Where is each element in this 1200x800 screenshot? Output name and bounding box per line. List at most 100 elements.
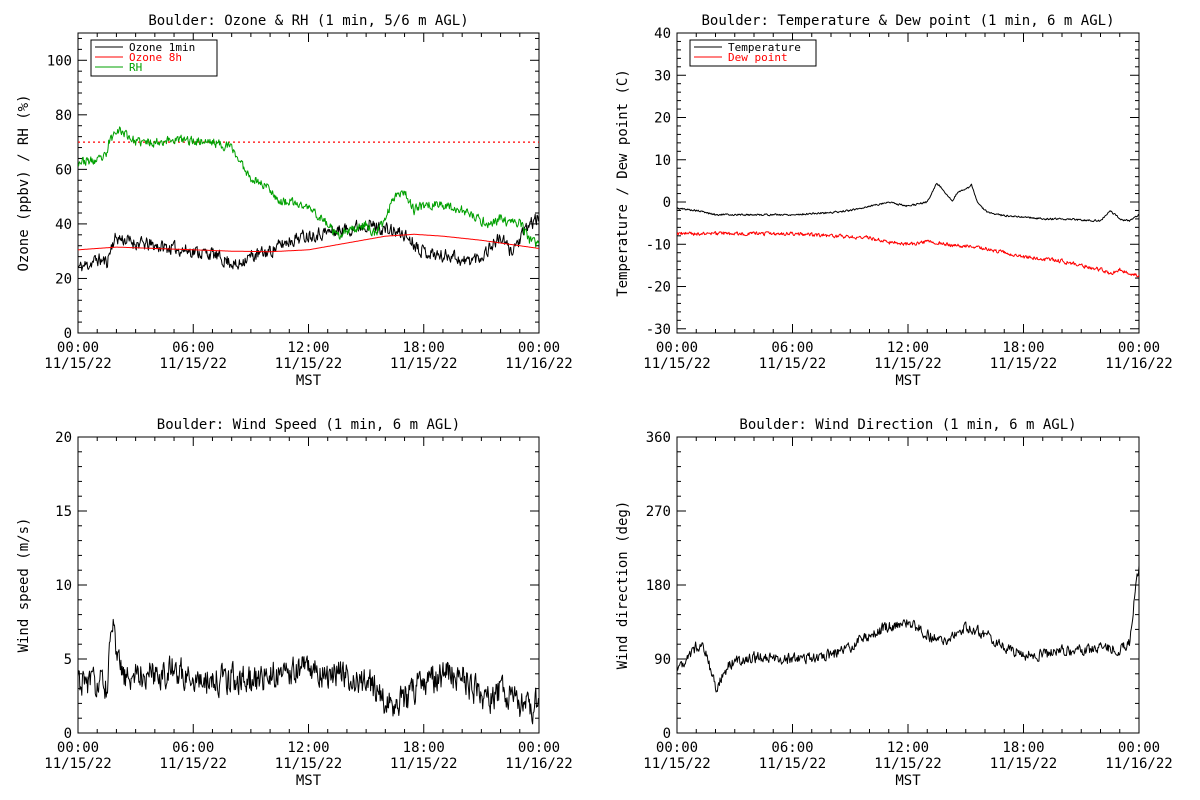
x-tick-date: 11/16/22	[1105, 356, 1172, 372]
y-axis-label: Ozone (ppbv) / RH (%)	[16, 94, 32, 271]
legend-entry: Temperature	[728, 41, 801, 54]
x-tick-date: 11/15/22	[643, 756, 710, 772]
x-tick-time: 00:00	[518, 340, 560, 356]
chart-title: Boulder: Wind Direction (1 min, 6 m AGL)	[739, 417, 1076, 433]
x-tick-date: 11/15/22	[160, 356, 227, 372]
y-tick-label: 10	[55, 578, 72, 594]
legend-entry: Ozone 1min	[129, 41, 195, 54]
x-tick-time: 18:00	[1002, 740, 1044, 756]
y-tick-label: 80	[55, 108, 72, 124]
x-tick-time: 06:00	[771, 340, 813, 356]
y-tick-label: -20	[646, 280, 671, 296]
x-tick-date: 11/16/22	[505, 356, 572, 372]
chart-title: Boulder: Temperature & Dew point (1 min,…	[701, 13, 1114, 29]
y-tick-label: 15	[55, 504, 72, 520]
x-tick-time: 00:00	[57, 340, 99, 356]
x-tick-date: 11/16/22	[505, 756, 572, 772]
series-line-dew-point	[677, 231, 1139, 278]
x-tick-date: 11/15/22	[874, 756, 941, 772]
x-axis-label: MST	[895, 373, 921, 389]
legend-entry: Dew point	[728, 51, 788, 64]
series-group	[677, 565, 1139, 693]
y-tick-label: 0	[663, 726, 671, 742]
series-group	[78, 618, 539, 725]
x-axis-label: MST	[296, 373, 322, 389]
legend-box	[689, 39, 817, 67]
y-tick-label: 40	[654, 26, 671, 42]
series-group	[677, 182, 1139, 278]
x-tick-time: 18:00	[1002, 340, 1044, 356]
plot-frame	[676, 32, 1140, 334]
temp-panel: Boulder: Temperature & Dew point (1 min,…	[615, 13, 1173, 389]
x-tick-date: 11/15/22	[160, 756, 227, 772]
y-tick-label: 20	[55, 430, 72, 446]
x-tick-time: 00:00	[656, 740, 698, 756]
chart-title: Boulder: Ozone & RH (1 min, 5/6 m AGL)	[148, 13, 468, 29]
x-tick-time: 00:00	[656, 340, 698, 356]
y-tick-label: 270	[646, 504, 671, 520]
y-tick-label: 0	[64, 326, 72, 342]
x-tick-date: 11/15/22	[990, 356, 1057, 372]
series-line-wdir	[677, 565, 1139, 693]
y-tick-label: 90	[654, 652, 671, 668]
x-tick-time: 06:00	[771, 740, 813, 756]
x-tick-time: 12:00	[887, 740, 929, 756]
y-tick-label: 0	[64, 726, 72, 742]
x-tick-time: 00:00	[1118, 740, 1160, 756]
x-tick-date: 11/15/22	[390, 756, 457, 772]
x-tick-time: 12:00	[887, 340, 929, 356]
series-line-wspd	[78, 618, 539, 725]
series-line-ozone-1min	[78, 213, 539, 272]
y-tick-label: 180	[646, 578, 671, 594]
x-tick-time: 00:00	[57, 740, 99, 756]
x-tick-date: 11/15/22	[390, 356, 457, 372]
ozone-panel: Boulder: Ozone & RH (1 min, 5/6 m AGL) 0 2…	[16, 13, 573, 389]
x-tick-time: 06:00	[172, 340, 214, 356]
y-tick-label: 20	[55, 271, 72, 287]
y-axis-label: Wind speed (m/s)	[16, 518, 32, 653]
y-axis-label: Wind direction (deg)	[615, 501, 631, 670]
x-axis-label: MST	[895, 773, 921, 789]
legend-entry: RH	[129, 61, 142, 74]
wspd-panel: Boulder: Wind Speed (1 min, 6 m AGL) 0 5 10…	[16, 417, 573, 789]
plot-frame	[676, 436, 1140, 734]
y-tick-label: 20	[654, 111, 671, 127]
y-tick-label: -10	[646, 237, 671, 253]
y-tick-label: 40	[55, 217, 72, 233]
legend-entry: Ozone 8h	[129, 51, 182, 64]
series-line-rh	[78, 126, 539, 248]
series-line-ozone-8h	[78, 233, 539, 253]
y-tick-label: 100	[47, 53, 72, 69]
y-tick-label: 30	[654, 68, 671, 84]
y-tick-label: 60	[55, 162, 72, 178]
y-tick-label: -30	[646, 322, 671, 338]
x-tick-date: 11/15/22	[874, 356, 941, 372]
x-tick-time: 18:00	[403, 340, 445, 356]
x-tick-time: 18:00	[403, 740, 445, 756]
chart-title: Boulder: Wind Speed (1 min, 6 m AGL)	[157, 417, 460, 433]
wdir-panel: Boulder: Wind Direction (1 min, 6 m AGL)…	[615, 417, 1173, 789]
series-line-temperature	[677, 182, 1139, 223]
y-tick-label: 5	[64, 652, 72, 668]
y-tick-label: 360	[646, 430, 671, 446]
series-group	[78, 126, 539, 272]
x-tick-date: 11/15/22	[759, 356, 826, 372]
y-axis-label: Temperature / Dew point (C)	[615, 69, 631, 297]
x-tick-time: 00:00	[1118, 340, 1160, 356]
legend-box	[90, 39, 218, 77]
x-tick-date: 11/16/22	[1105, 756, 1172, 772]
x-tick-date: 11/15/22	[275, 756, 342, 772]
plot-frame	[77, 32, 540, 334]
x-tick-time: 12:00	[287, 740, 329, 756]
y-tick-label: 0	[663, 195, 671, 211]
x-tick-date: 11/15/22	[990, 756, 1057, 772]
x-tick-date: 11/15/22	[275, 356, 342, 372]
x-tick-time: 00:00	[518, 740, 560, 756]
x-tick-date: 11/15/22	[44, 356, 111, 372]
x-tick-date: 11/15/22	[44, 756, 111, 772]
y-tick-label: 10	[654, 153, 671, 169]
x-tick-date: 11/15/22	[643, 356, 710, 372]
x-tick-time: 06:00	[172, 740, 214, 756]
x-axis-label: MST	[296, 773, 322, 789]
